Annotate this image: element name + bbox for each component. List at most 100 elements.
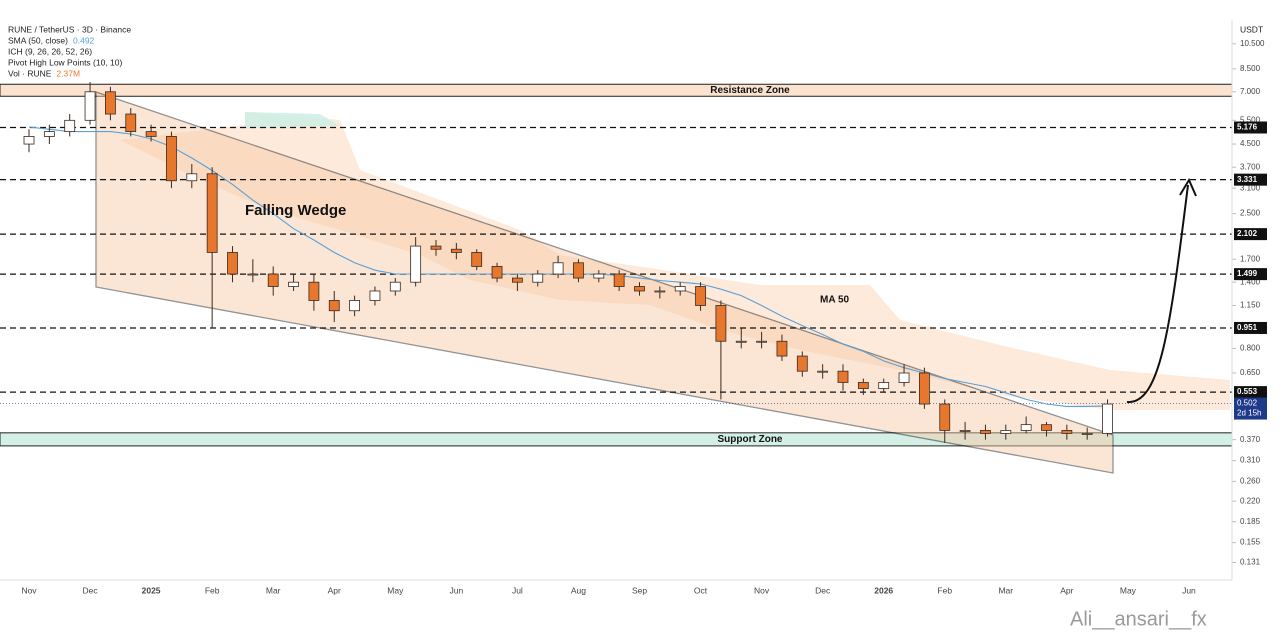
x-tick-label: Jun — [1182, 585, 1196, 595]
candle-body — [980, 430, 991, 434]
candle-body — [898, 372, 910, 383]
candle-body — [267, 273, 279, 287]
y-tick-label: 1.400 — [1240, 277, 1261, 286]
level-label: 3.331 — [1237, 175, 1258, 184]
candle-body — [410, 245, 422, 283]
x-tick-label: Nov — [754, 585, 770, 595]
legend-label: ICH (9, 26, 26, 52, 26) — [8, 46, 92, 56]
candle-body — [756, 340, 767, 343]
x-tick-label: Jul — [512, 585, 523, 595]
y-tick-label: 0.800 — [1240, 344, 1261, 353]
candle-body — [166, 136, 177, 182]
candle-body — [125, 113, 137, 132]
candle-body — [532, 273, 544, 283]
zone-label: Resistance Zone — [710, 85, 790, 96]
annotation: Falling Wedge — [245, 202, 346, 219]
projection-arrow — [1126, 184, 1189, 404]
y-tick-label: 0.310 — [1240, 456, 1261, 465]
x-tick-label: Nov — [21, 585, 37, 595]
level-label: 2.102 — [1237, 229, 1258, 238]
candle-body — [389, 281, 401, 292]
legend-label: Vol · RUNE — [8, 68, 52, 78]
level-label: 5.176 — [1237, 123, 1258, 132]
candle-body — [674, 286, 686, 292]
candle-body — [919, 372, 930, 405]
x-tick-label: May — [1120, 585, 1137, 595]
y-tick-label: 0.650 — [1240, 368, 1261, 377]
candle-body — [613, 273, 625, 287]
candle-body — [349, 300, 361, 312]
zone — [0, 83, 1233, 97]
legend-value: 0.492 — [73, 35, 95, 45]
levels: 10.500 8.500 7.000 5.500 4.500 3.700 3.100 2.50… — [0, 39, 1267, 567]
x-tick-label: May — [387, 585, 404, 595]
candle-body — [573, 262, 584, 279]
candle-body — [837, 370, 849, 383]
x-tick-label: Dec — [815, 585, 831, 595]
candle-body — [735, 340, 747, 343]
candle-body — [430, 245, 442, 250]
legend-label: Pivot High Low Points (10, 10) — [8, 57, 123, 67]
y-tick-label: 10.500 — [1240, 39, 1265, 48]
candle-body — [593, 273, 605, 279]
candle-body — [1041, 424, 1052, 431]
candle-body — [471, 252, 483, 267]
candle-body — [308, 281, 320, 301]
y-tick-label: 0.220 — [1240, 496, 1261, 505]
candle-body — [43, 131, 55, 137]
level-box — [1234, 121, 1267, 134]
last-price-box — [1234, 397, 1267, 420]
candle-body — [227, 252, 238, 275]
x-tick-label: 2026 — [874, 585, 893, 595]
ichimoku-cloud — [120, 112, 1230, 410]
x-tick-label: Apr — [328, 585, 341, 595]
ma-label: MA 50 — [820, 295, 850, 306]
candle-body — [1061, 430, 1073, 434]
candle-body — [817, 370, 829, 373]
y-tick-label: 0.131 — [1240, 558, 1261, 567]
arrow-head — [1179, 177, 1197, 197]
candle-body — [1000, 430, 1012, 434]
y-tick-label: 7.000 — [1240, 87, 1261, 96]
y-tick-label: 5.500 — [1240, 115, 1261, 124]
candle-body — [776, 340, 788, 357]
y-tick-label: 3.700 — [1240, 162, 1261, 171]
watermark: Ali__ansari__fx — [1070, 608, 1207, 630]
y-tick-label: 1.700 — [1240, 254, 1261, 263]
x-tick-label: 2025 — [142, 585, 161, 595]
legend-value: 2.37M — [56, 68, 80, 78]
candle-body — [878, 382, 890, 389]
candle-body — [634, 286, 645, 292]
zone-label: Support Zone — [718, 434, 783, 445]
y-tick-label: 2.500 — [1240, 209, 1261, 218]
y-tick-label: 0.155 — [1240, 538, 1261, 547]
candle-body — [206, 173, 218, 253]
candle-body — [288, 281, 299, 287]
x-tick-label: Sep — [632, 585, 647, 595]
candle-body — [857, 382, 869, 389]
y-tick-label: 0.260 — [1240, 477, 1261, 486]
candle-body — [145, 131, 157, 137]
x-tick-label: Jun — [449, 585, 463, 595]
candle-body — [715, 305, 727, 342]
x-tick-label: Feb — [205, 585, 220, 595]
candle-body — [450, 248, 462, 253]
y-tick-label: 4.500 — [1240, 139, 1261, 148]
y-tick-label: 1.150 — [1240, 301, 1261, 310]
y-tick-label: 8.500 — [1240, 64, 1261, 73]
symbol: RUNE / TetherUS · 3D · Binance — [8, 24, 131, 34]
candle-body — [512, 277, 523, 283]
level-box — [1234, 173, 1267, 186]
candle-body — [959, 430, 971, 432]
x-tick-label: Mar — [998, 585, 1013, 595]
level-box — [1234, 386, 1267, 399]
candle-body — [186, 173, 198, 182]
candle-body — [105, 91, 116, 115]
x-tick-label: Mar — [266, 585, 281, 595]
candle-body — [247, 273, 259, 276]
candle-body — [1081, 433, 1093, 435]
candle-body — [1102, 403, 1113, 434]
level-box — [1234, 228, 1267, 241]
last-price-label: 0.502 — [1237, 399, 1258, 408]
